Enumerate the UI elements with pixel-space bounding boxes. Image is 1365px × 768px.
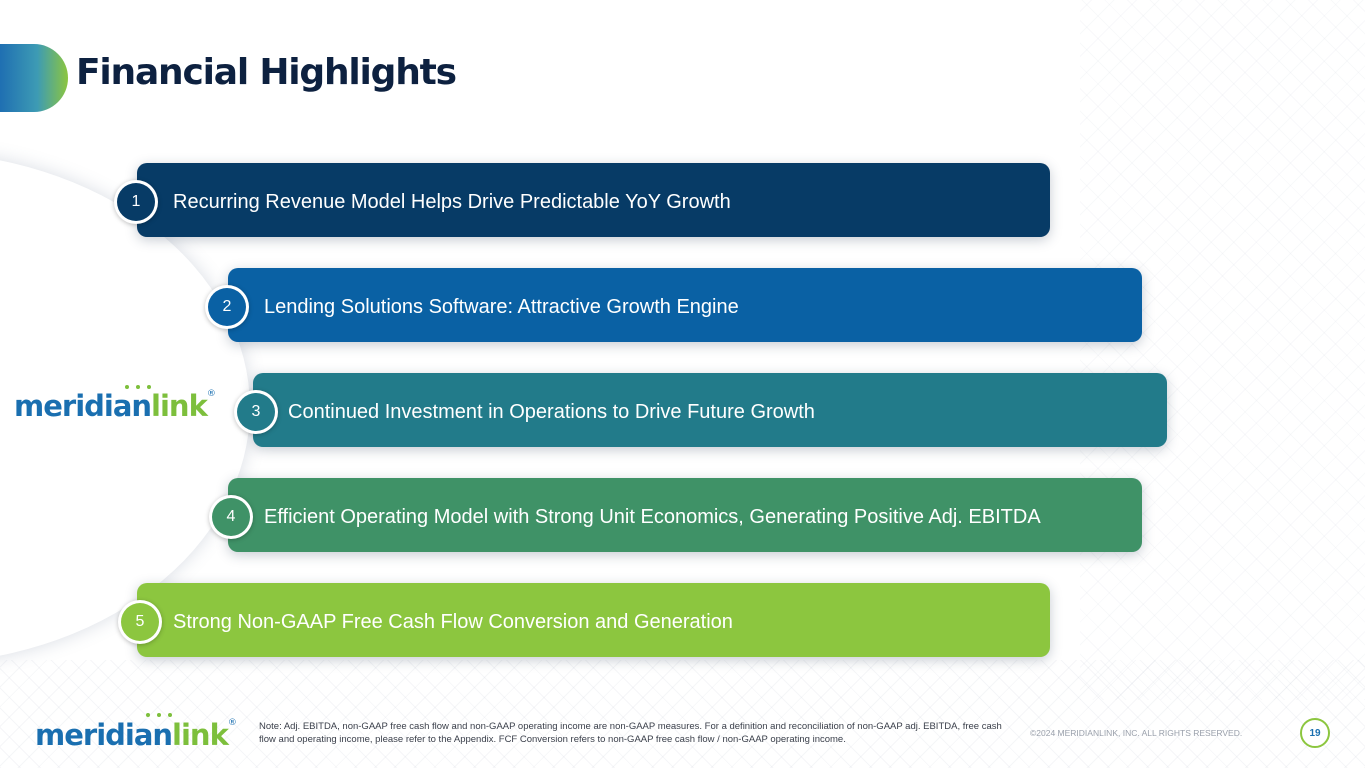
page-title: Financial Highlights xyxy=(76,52,457,93)
background-pattern-bottom xyxy=(0,660,1365,768)
number-badge-5: 5 xyxy=(118,600,162,644)
highlight-label-1: Recurring Revenue Model Helps Drive Pred… xyxy=(173,191,731,213)
highlight-bar-4: Efficient Operating Model with Strong Un… xyxy=(228,478,1142,552)
footer-logo-registered-mark: ® xyxy=(227,718,237,728)
number-badge-2-inner: 2 xyxy=(208,288,246,326)
meridianlink-logo: meridianlink® xyxy=(14,389,216,423)
number-badge-4: 4 xyxy=(209,495,253,539)
highlight-label-5: Strong Non-GAAP Free Cash Flow Conversio… xyxy=(173,611,733,633)
number-badge-2: 2 xyxy=(205,285,249,329)
footnote: Note: Adj. EBITDA, non-GAAP free cash fl… xyxy=(259,721,1002,745)
footer-meridianlink-logo: meridianlink® xyxy=(35,718,237,752)
logo-text-meridian: meridian xyxy=(14,389,152,423)
number-badge-4-inner: 4 xyxy=(212,498,250,536)
highlight-bar-5: Strong Non-GAAP Free Cash Flow Conversio… xyxy=(137,583,1050,657)
number-badge-5-inner: 5 xyxy=(121,603,159,641)
footer-logo-dots-icon xyxy=(146,713,172,717)
number-badge-1: 1 xyxy=(114,180,158,224)
title-accent-tab xyxy=(0,44,68,112)
number-badge-3: 3 xyxy=(234,390,278,434)
number-badge-3-inner: 3 xyxy=(237,393,275,431)
number-badge-1-inner: 1 xyxy=(117,183,155,221)
logo-text-link: link xyxy=(151,389,208,423)
logo-dots-icon xyxy=(125,385,151,389)
copyright-text: ©2024 MERIDIANLINK, INC. ALL RIGHTS RESE… xyxy=(1030,728,1243,738)
page-number: 19 xyxy=(1300,718,1330,748)
background-pattern-right xyxy=(1080,0,1365,700)
highlight-label-3: Continued Investment in Operations to Dr… xyxy=(288,401,815,423)
logo-registered-mark: ® xyxy=(206,389,216,399)
highlight-bar-1: Recurring Revenue Model Helps Drive Pred… xyxy=(137,163,1050,237)
highlight-label-4: Efficient Operating Model with Strong Un… xyxy=(264,506,1041,528)
highlight-bar-2: Lending Solutions Software: Attractive G… xyxy=(228,268,1142,342)
footer-logo-text-link: link xyxy=(172,718,229,752)
footer-logo-text-meridian: meridian xyxy=(35,718,173,752)
highlight-label-2: Lending Solutions Software: Attractive G… xyxy=(264,296,739,318)
highlight-bar-3: Continued Investment in Operations to Dr… xyxy=(253,373,1167,447)
